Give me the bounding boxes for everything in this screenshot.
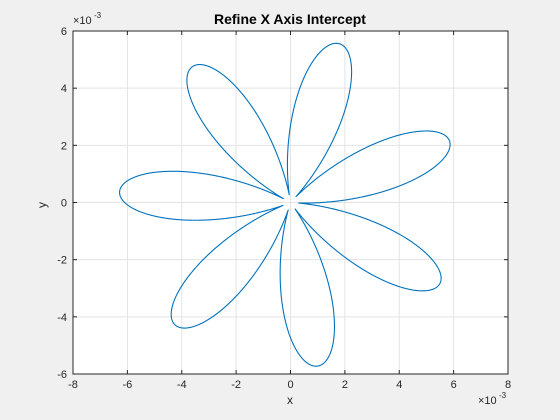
y-axis-ticks: -6 -4 -2 0 2 4 6 [57,26,508,381]
x-axis-label: x [287,393,293,407]
x-axis-ticks: -8 -6 -4 -2 0 2 4 6 8 [68,31,511,391]
x-tick-label: -8 [68,379,78,391]
x-tick-label: 0 [287,379,293,391]
x-tick-label: -6 [122,379,132,391]
y-tick-label: 2 [61,140,67,152]
x-tick-label: 8 [505,379,511,391]
y-scale-factor-exponent: -3 [94,11,102,20]
x-tick-label: 4 [396,379,402,391]
y-axis-label: y [35,202,49,208]
y-scale-factor-base: ×10 [73,15,92,27]
y-tick-label: 0 [61,198,67,210]
x-tick-label: 2 [342,379,348,391]
y-tick-label: -6 [57,369,67,381]
x-tick-label: -4 [177,379,187,391]
y-tick-label: -2 [57,255,67,267]
y-tick-label: 6 [61,26,67,38]
chart-title: Refine X Axis Intercept [214,11,366,27]
y-scale-factor: ×10 -3 [73,11,102,27]
x-scale-factor-exponent: -3 [499,391,507,400]
series-layer [119,42,451,367]
y-tick-label: -4 [57,312,67,324]
x-tick-label: 6 [451,379,457,391]
x-tick-label: -2 [231,379,241,391]
series-line-0 [119,42,451,367]
plot-frame [72,30,509,375]
y-tick-label: 4 [61,83,67,95]
x-scale-factor-base: ×10 [478,395,497,407]
x-scale-factor: ×10 -3 [478,391,507,407]
